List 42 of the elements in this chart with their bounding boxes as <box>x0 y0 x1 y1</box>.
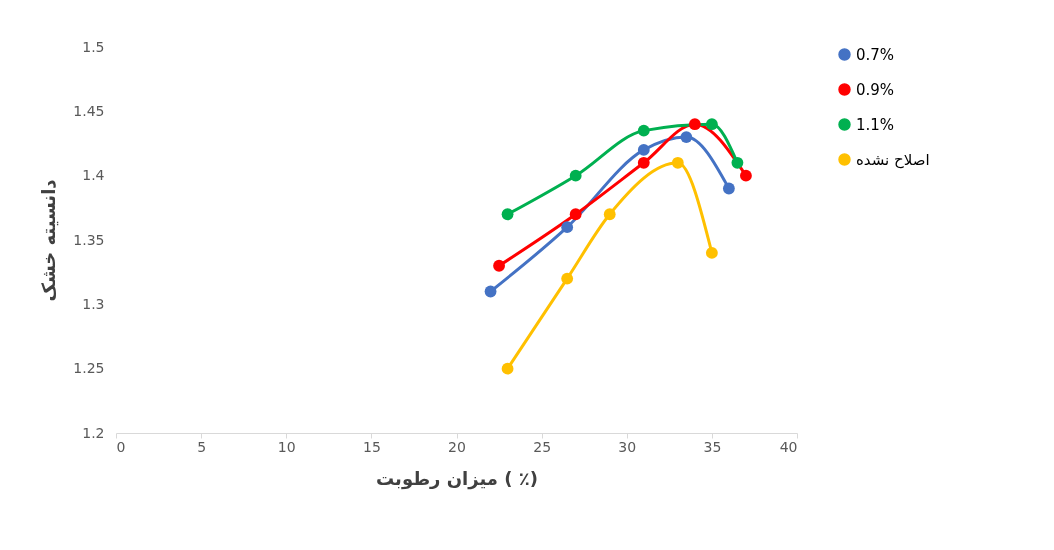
point <box>705 246 718 259</box>
legend-label: 0.7% <box>856 45 895 64</box>
x-tick-label: 25 <box>533 438 552 455</box>
x-tick-label: 20 <box>448 438 466 455</box>
x-tick-label: 10 <box>277 438 296 455</box>
point <box>637 144 650 156</box>
point <box>680 131 693 143</box>
x-tick-label: 30 <box>618 438 637 455</box>
x-tick-label: 35 <box>703 438 722 455</box>
y-axis-title: دانسیته خشک <box>38 179 60 302</box>
point <box>501 362 514 375</box>
point <box>688 118 701 131</box>
x-axis-title: میزان رطوبت ( ٪) <box>376 467 538 490</box>
y-tick-label: 1.35 <box>73 231 105 248</box>
point <box>484 285 497 298</box>
point <box>603 208 616 221</box>
point <box>671 156 684 169</box>
y-tick-label: 1.2 <box>82 424 105 441</box>
x-tick-label: 15 <box>362 438 381 455</box>
point <box>569 208 582 221</box>
point <box>501 208 514 221</box>
point <box>493 259 505 272</box>
x-tick-label: 0 <box>116 438 126 455</box>
point <box>561 272 574 285</box>
point <box>569 169 582 182</box>
point <box>740 169 752 182</box>
point <box>637 156 650 169</box>
point <box>637 124 650 137</box>
point <box>705 118 718 131</box>
legend-label: اصلاح نشده <box>856 150 930 169</box>
x-tick-label: 40 <box>779 438 798 455</box>
legend-label: 0.9% <box>856 80 895 99</box>
y-tick-label: 1.45 <box>73 102 105 119</box>
y-tick-label: 1.5 <box>82 38 105 55</box>
y-tick-label: 1.4 <box>82 167 105 184</box>
x-tick-label: 5 <box>197 438 207 455</box>
y-tick-label: 1.25 <box>73 360 105 377</box>
y-tick-label: 1.3 <box>82 295 105 312</box>
point <box>722 182 735 195</box>
point <box>731 156 744 169</box>
legend-label: 1.1% <box>856 115 895 134</box>
point <box>561 221 574 234</box>
